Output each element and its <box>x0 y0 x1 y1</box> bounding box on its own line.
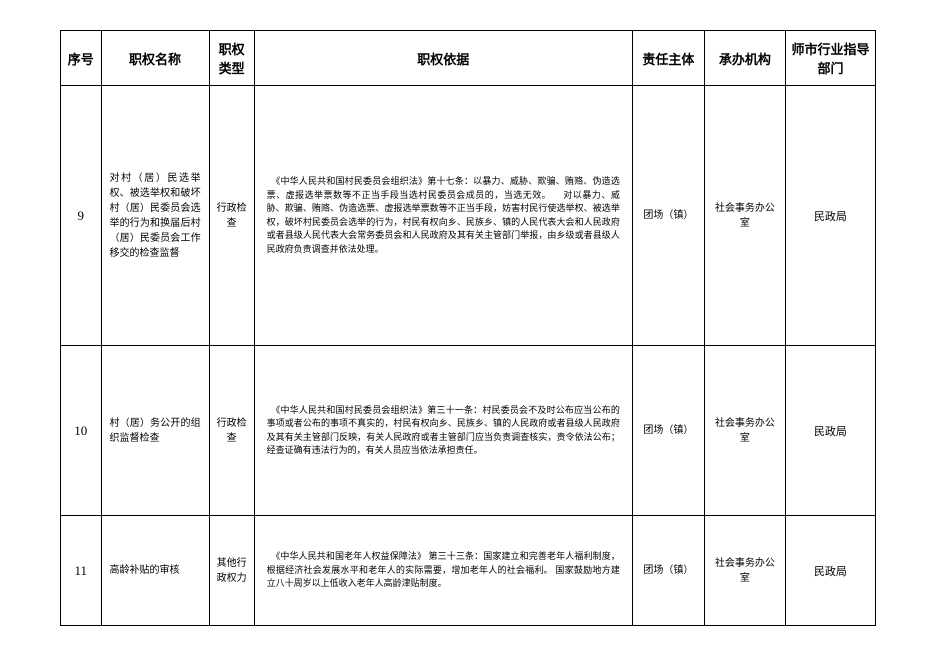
col-agency: 承办机构 <box>704 31 785 86</box>
cell-basis: 《中华人民共和国村民委员会组织法》第十七条：以暴力、威胁、欺骗、贿赂、伪造选票、… <box>254 86 632 346</box>
cell-dept: 民政局 <box>785 86 875 346</box>
cell-body: 团场（镇） <box>632 346 704 516</box>
table-row: 9 对村（居）民选举权、被选举权和破坏村（居）民委员会选举的行为和换届后村（居）… <box>61 86 876 346</box>
cell-body: 团场（镇） <box>632 86 704 346</box>
col-name: 职权名称 <box>101 31 209 86</box>
col-seq: 序号 <box>61 31 102 86</box>
col-dept: 师市行业指导部门 <box>785 31 875 86</box>
cell-body: 团场（镇） <box>632 516 704 626</box>
cell-type: 行政检查 <box>209 346 254 516</box>
table-header-row: 序号 职权名称 职权类型 职权依据 责任主体 承办机构 师市行业指导部门 <box>61 31 876 86</box>
cell-seq: 10 <box>61 346 102 516</box>
table-row: 11 高龄补贴的审核 其他行政权力 《中华人民共和国老年人权益保障法》 第三十三… <box>61 516 876 626</box>
cell-dept: 民政局 <box>785 516 875 626</box>
cell-seq: 9 <box>61 86 102 346</box>
cell-basis: 《中华人民共和国老年人权益保障法》 第三十三条：国家建立和完善老年人福利制度，根… <box>254 516 632 626</box>
col-basis: 职权依据 <box>254 31 632 86</box>
col-body: 责任主体 <box>632 31 704 86</box>
cell-type: 其他行政权力 <box>209 516 254 626</box>
cell-name: 对村（居）民选举权、被选举权和破坏村（居）民委员会选举的行为和换届后村（居）民委… <box>101 86 209 346</box>
cell-agency: 社会事务办公室 <box>704 346 785 516</box>
col-type: 职权类型 <box>209 31 254 86</box>
cell-basis: 《中华人民共和国村民委员会组织法》第三十一条：村民委员会不及时公布应当公布的事项… <box>254 346 632 516</box>
cell-dept: 民政局 <box>785 346 875 516</box>
cell-seq: 11 <box>61 516 102 626</box>
cell-agency: 社会事务办公室 <box>704 86 785 346</box>
authority-table: 序号 职权名称 职权类型 职权依据 责任主体 承办机构 师市行业指导部门 9 对… <box>60 30 876 626</box>
table-row: 10 村（居）务公开的组织监督检查 行政检查 《中华人民共和国村民委员会组织法》… <box>61 346 876 516</box>
cell-name: 高龄补贴的审核 <box>101 516 209 626</box>
cell-type: 行政检查 <box>209 86 254 346</box>
cell-name: 村（居）务公开的组织监督检查 <box>101 346 209 516</box>
cell-agency: 社会事务办公室 <box>704 516 785 626</box>
